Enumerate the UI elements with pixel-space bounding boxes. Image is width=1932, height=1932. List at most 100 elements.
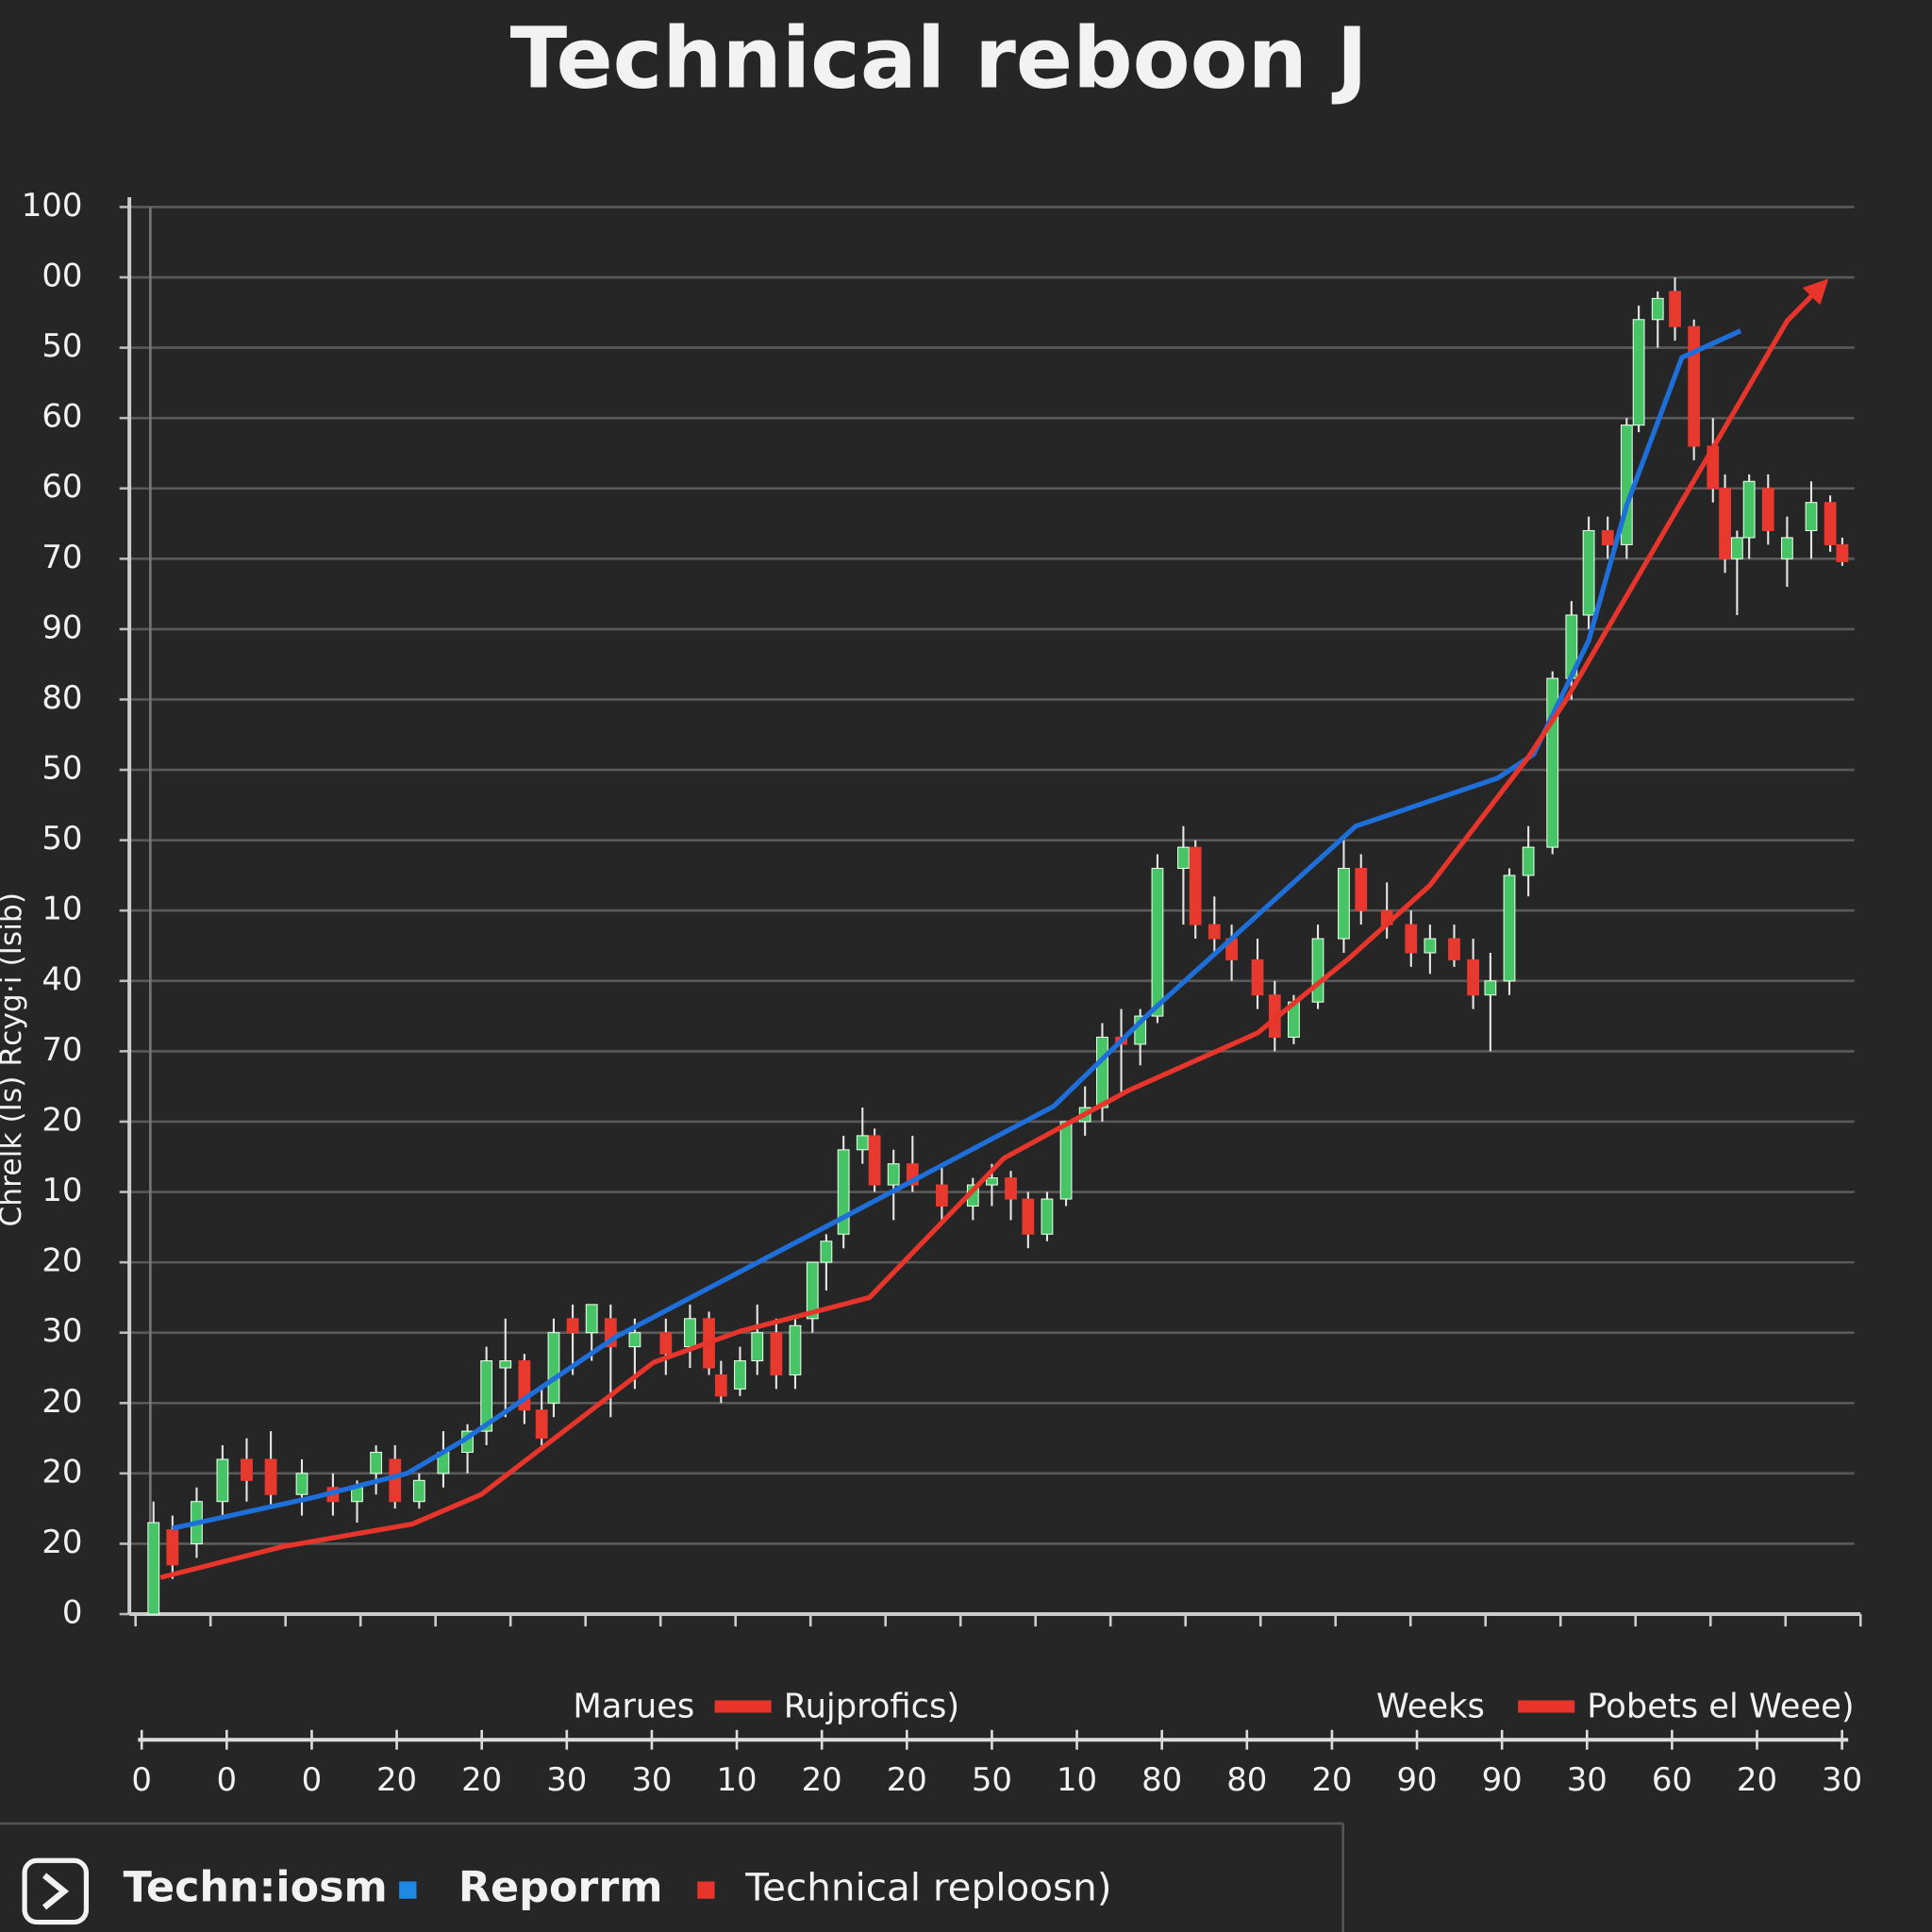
y-tick-label: 10 xyxy=(42,1172,82,1209)
y-tick-label: 100 xyxy=(22,187,83,225)
bottom-tick-label: 60 xyxy=(1652,1761,1692,1799)
candle-body xyxy=(936,1184,948,1207)
y-tick-label: 70 xyxy=(42,1031,82,1069)
candle-body xyxy=(887,1163,900,1186)
bottom-tick-label: 20 xyxy=(887,1761,927,1799)
candle-body xyxy=(1719,488,1731,559)
candle-body xyxy=(1546,677,1559,848)
candle-body xyxy=(806,1261,819,1320)
candle-body xyxy=(295,1473,308,1495)
candle-body xyxy=(1424,938,1437,954)
bottom-tick-label: 20 xyxy=(1737,1761,1777,1799)
candle-body xyxy=(1632,319,1645,426)
y-tick-label: 50 xyxy=(42,820,82,858)
legend-label: Pobets el Weee) xyxy=(1587,1687,1854,1725)
footer-label: Reporrm xyxy=(458,1864,663,1912)
bottom-tick-label: 0 xyxy=(217,1761,238,1799)
footer-swatch xyxy=(697,1881,715,1899)
candle-body xyxy=(547,1332,560,1404)
y-tick-label: 20 xyxy=(42,1453,82,1491)
candle-body xyxy=(1005,1177,1017,1200)
candle-body xyxy=(1208,924,1221,940)
bottom-tick-label: 90 xyxy=(1396,1761,1437,1799)
candle-body xyxy=(1742,480,1756,539)
y-tick-label: 30 xyxy=(42,1312,82,1350)
candle-body xyxy=(751,1332,764,1362)
candle-body xyxy=(1761,488,1774,532)
y-tick-label: 50 xyxy=(42,750,82,788)
bottom-tick-label: 20 xyxy=(461,1761,502,1799)
candle-body xyxy=(1251,958,1264,996)
bottom-tick-label: 50 xyxy=(972,1761,1012,1799)
candle-body xyxy=(628,1332,641,1348)
y-tick-label: 70 xyxy=(42,539,82,576)
bottom-tick-label: 30 xyxy=(1822,1761,1862,1799)
candle-body xyxy=(585,1304,598,1334)
bottom-tick-label: 20 xyxy=(1311,1761,1352,1799)
candle-body xyxy=(986,1177,998,1186)
candle-body xyxy=(1781,537,1793,559)
candle-body xyxy=(1503,874,1516,982)
candle-body xyxy=(714,1374,727,1397)
y-tick-label: 50 xyxy=(42,327,82,365)
candle-body xyxy=(856,1135,869,1151)
candle-body xyxy=(770,1332,783,1375)
candle-body xyxy=(1805,502,1818,532)
candle-body xyxy=(1836,543,1849,562)
legend-label: Marues xyxy=(573,1687,694,1725)
candle-body xyxy=(1355,867,1368,911)
y-tick-label: 90 xyxy=(42,608,82,646)
candle-body xyxy=(480,1360,493,1432)
candle-body xyxy=(1669,291,1681,327)
footer-label: Technical reploosn) xyxy=(744,1865,1111,1910)
candle-body xyxy=(1688,325,1701,447)
candle-body xyxy=(147,1522,160,1615)
candle-body xyxy=(389,1458,402,1503)
bottom-tick-label: 10 xyxy=(1057,1761,1097,1799)
candle-body xyxy=(216,1458,229,1503)
candle-body xyxy=(499,1360,512,1369)
legend-swatch xyxy=(714,1700,772,1713)
candle-body xyxy=(820,1241,833,1263)
candle-body xyxy=(1730,537,1743,559)
bottom-tick-label: 30 xyxy=(1567,1761,1607,1799)
candle-body xyxy=(1096,1036,1108,1108)
line-series xyxy=(159,278,1829,1580)
candle-body xyxy=(535,1409,548,1440)
candle-body xyxy=(518,1360,531,1411)
candle-body xyxy=(1151,867,1164,1017)
candle-body xyxy=(684,1318,696,1348)
y-tick-label: 20 xyxy=(42,1101,82,1139)
candle-body xyxy=(659,1332,673,1355)
y-tick-label: 60 xyxy=(42,468,82,506)
candle-body xyxy=(166,1529,179,1566)
bottom-tick-label: 80 xyxy=(1226,1761,1267,1799)
candle-body xyxy=(1824,502,1837,545)
chart-title: Technical reboon J xyxy=(510,9,1368,107)
candle-body xyxy=(1311,938,1324,1003)
candle-body xyxy=(906,1163,919,1186)
candle-body xyxy=(1582,529,1595,616)
bottom-tick-label: 30 xyxy=(546,1761,587,1799)
legend-label: Rujprofics) xyxy=(784,1687,959,1725)
candle-body xyxy=(1189,846,1202,925)
candle-body xyxy=(1522,846,1535,876)
candle-body xyxy=(566,1318,579,1334)
bottom-tick-label: 20 xyxy=(802,1761,842,1799)
y-tick-label: 0 xyxy=(62,1594,83,1632)
footer-brand: Techn:iosm xyxy=(124,1864,388,1912)
y-tick-label: 80 xyxy=(42,679,82,717)
candle-body xyxy=(1177,846,1190,869)
y-tick-label: 20 xyxy=(42,1242,82,1280)
candle-body xyxy=(868,1135,881,1186)
y-tick-label: 20 xyxy=(42,1524,82,1561)
candle-body xyxy=(264,1458,277,1495)
candle-body xyxy=(1338,867,1350,940)
candle-body xyxy=(241,1458,253,1481)
candle-body xyxy=(1467,958,1479,996)
bottom-tick-label: 30 xyxy=(631,1761,672,1799)
footer-swatch xyxy=(399,1881,417,1899)
